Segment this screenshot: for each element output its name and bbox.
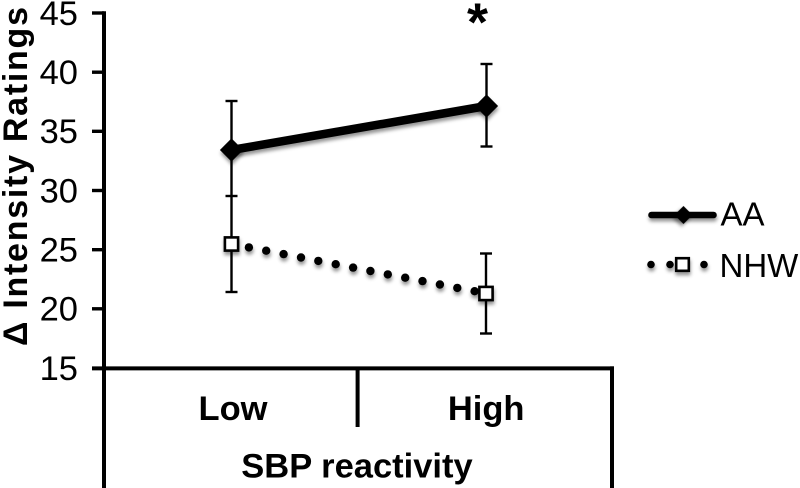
- svg-text:High: High: [448, 390, 525, 428]
- svg-text:15: 15: [40, 350, 78, 388]
- svg-text:AA: AA: [721, 196, 765, 233]
- svg-text:30: 30: [40, 172, 78, 210]
- svg-text:NHW: NHW: [720, 247, 800, 284]
- svg-text:Δ Intensity Ratings: Δ Intensity Ratings: [0, 7, 35, 346]
- svg-text:25: 25: [40, 232, 78, 270]
- svg-text:Low: Low: [199, 390, 268, 428]
- svg-text:*: *: [467, 0, 488, 53]
- svg-text:SBP reactivity: SBP reactivity: [241, 448, 472, 486]
- svg-text:40: 40: [40, 54, 78, 92]
- svg-text:20: 20: [40, 291, 78, 329]
- svg-text:35: 35: [40, 113, 78, 151]
- svg-text:45: 45: [40, 0, 78, 33]
